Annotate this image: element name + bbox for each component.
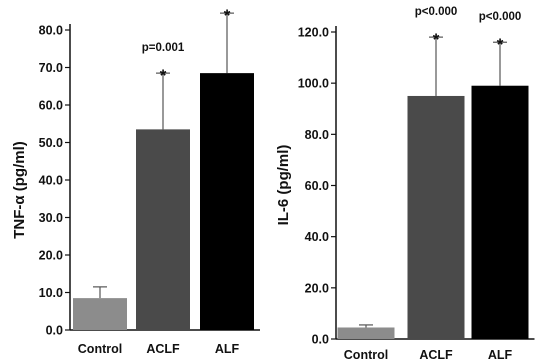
tnf-bar-alf [200, 73, 254, 330]
tnf-category-label-alf: ALF [215, 342, 240, 356]
il6-panel: 0.0 20.0 40.0 60.0 80.0 100.0 120.0 IL-6 (pg/ml… [275, 6, 535, 362]
tnf-tick-label: 30.0 [39, 211, 63, 225]
il6-significance-star-aclf: * [433, 30, 440, 49]
tnf-tick-label: 40.0 [39, 174, 63, 188]
tnf-significance-star-alf: * [224, 6, 231, 25]
il6-category-label-control: Control [344, 348, 388, 362]
tnf-tick-label: 0.0 [46, 324, 63, 338]
tnf-y-axis-label: TNF-α (pg/ml) [11, 141, 28, 239]
tnf-bar-control [73, 298, 127, 330]
tnf-category-label-aclf: ACLF [146, 342, 180, 356]
il6-p-value-aclf: p<0.000 [415, 6, 458, 18]
tnf-category-label-control: Control [78, 342, 122, 356]
il6-significance-star-alf: * [497, 35, 504, 54]
il6-category-label-alf: ALF [488, 348, 513, 362]
il6-bar-control [337, 327, 395, 339]
tnf-tick-label: 70.0 [39, 61, 63, 75]
il6-tick-label: 100.0 [298, 77, 329, 91]
il6-category-label-aclf: ACLF [419, 348, 453, 362]
tnf-alpha-panel: 0.0 10.0 20.0 30.0 40.0 50.0 60.0 70.0 80.0 TNF-α… [11, 6, 260, 356]
tnf-tick-label: 10.0 [39, 286, 63, 300]
tnf-p-value-aclf: p=0.001 [142, 42, 185, 54]
il6-bar-aclf [407, 95, 465, 339]
il6-tick-label: 60.0 [305, 179, 329, 193]
il6-tick-label: 120.0 [298, 26, 329, 40]
il6-tick-label: 0.0 [312, 333, 329, 347]
il6-bar-alf [471, 85, 529, 339]
il6-tick-label: 20.0 [305, 281, 329, 295]
tnf-tick-label: 20.0 [39, 249, 63, 263]
il6-tick-label: 80.0 [305, 128, 329, 142]
il6-tick-label: 40.0 [305, 230, 329, 244]
tnf-tick-label: 60.0 [39, 99, 63, 113]
il6-p-value-alf: p<0.000 [479, 11, 522, 23]
tnf-tick-label: 50.0 [39, 136, 63, 150]
tnf-tick-label: 80.0 [39, 24, 63, 38]
tnf-significance-star-aclf: * [160, 66, 167, 85]
tnf-bar-aclf [136, 129, 190, 330]
il6-y-axis-label: IL-6 (pg/ml) [275, 145, 292, 226]
